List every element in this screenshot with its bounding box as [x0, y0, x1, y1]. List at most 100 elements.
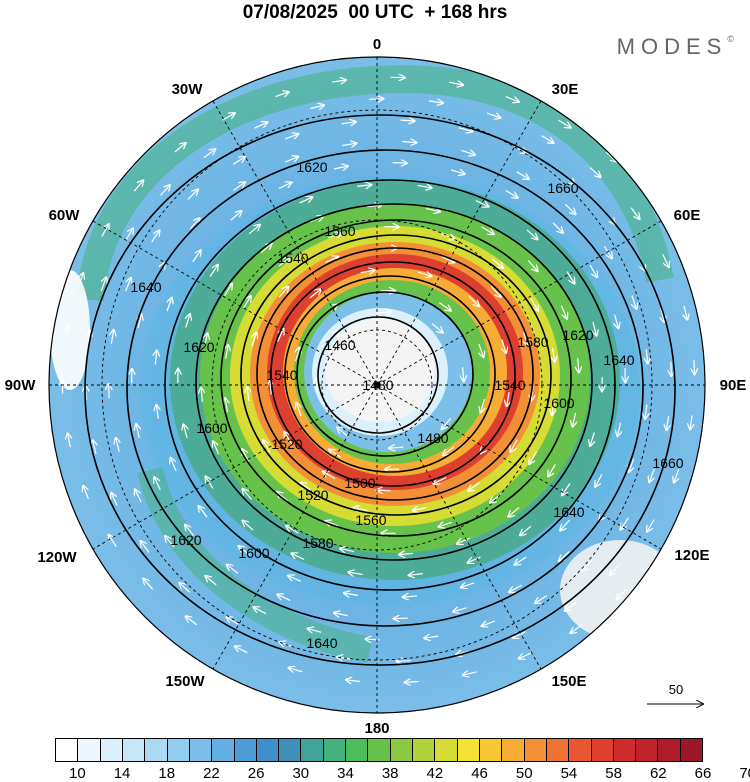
wind-arrow — [199, 506, 208, 518]
wind-arrow — [151, 231, 160, 243]
wind-arrow — [492, 258, 504, 268]
colorbar-tick-label: 66 — [694, 765, 712, 782]
wind-arrow — [93, 441, 96, 455]
colorbar-cell — [256, 739, 280, 761]
wind-arrow — [621, 517, 629, 530]
wind-arrow — [605, 151, 616, 161]
lon-label-120e: 120E — [674, 547, 709, 564]
wind-arrow — [284, 157, 298, 163]
colorbar-tick-label: 42 — [426, 765, 444, 782]
lon-label-150e: 150E — [551, 673, 586, 690]
colorbar-cell — [546, 739, 570, 761]
colorbar-cell — [569, 739, 592, 761]
colorbar-cell — [234, 739, 257, 761]
wind-arrow — [527, 260, 537, 272]
contour-label: 1600 — [196, 420, 227, 436]
colorbar-tick-label: 50 — [515, 765, 533, 782]
wind-arrow — [645, 404, 647, 419]
wind-arrow — [242, 296, 251, 309]
wind-arrow — [325, 257, 338, 263]
colorbar-tick-label: 58 — [605, 765, 622, 782]
colorbar-cell — [502, 739, 525, 761]
contour-label: 1520 — [297, 487, 328, 503]
wind-arrow — [590, 432, 594, 445]
wind-arrow — [694, 360, 695, 374]
colorbar-cell — [457, 739, 480, 761]
colorbar-cell — [100, 739, 123, 761]
wind-arrow — [425, 208, 440, 211]
wind-arrow — [277, 492, 288, 502]
colorbar-tick-label: 14 — [113, 765, 131, 782]
contour-label: 1480 — [417, 430, 448, 446]
contour-label: 1640 — [130, 279, 161, 295]
wind-arrow — [297, 403, 302, 417]
wind-arrow — [690, 415, 692, 429]
wind-arrow — [159, 185, 170, 196]
wind-arrow — [482, 621, 496, 626]
wind-arrow — [560, 519, 571, 530]
wind-arrow — [187, 190, 198, 200]
wind-arrow — [354, 508, 368, 511]
wind-arrow — [629, 458, 635, 472]
wind-arrow — [185, 525, 195, 537]
wind-arrow — [224, 284, 232, 297]
wind-arrow — [671, 361, 672, 376]
wind-arrow — [450, 170, 464, 174]
wind-arrow — [428, 101, 443, 103]
wind-arrow — [270, 381, 271, 395]
colorbar-tick-label: 34 — [337, 765, 354, 782]
wind-arrow — [424, 636, 439, 638]
colorbar-cell — [636, 739, 659, 761]
wind-arrow — [222, 113, 235, 121]
wind-arrow — [649, 468, 655, 482]
contour-label: 1620 — [296, 159, 327, 175]
colorbar-cell — [390, 739, 413, 761]
scale-vector-label: 50 — [668, 682, 684, 697]
wind-arrow — [463, 367, 464, 381]
wind-arrow — [301, 483, 313, 492]
wind-arrow — [235, 646, 248, 654]
wind-arrow — [349, 572, 363, 574]
wind-arrow — [243, 489, 253, 500]
lon-label-90e: 90E — [720, 377, 747, 394]
wind-arrow — [431, 323, 443, 333]
wind-arrow — [558, 119, 571, 127]
copyright-mark: © — [727, 34, 734, 44]
colorbar-tick-label: 38 — [381, 765, 399, 782]
wind-arrow — [277, 329, 284, 343]
colorbar-ticks: 10 14 18 22 26 30 34 38 42 46 50 54 58 62 66 70 — [55, 765, 750, 782]
contour-label: 1600 — [238, 545, 269, 561]
wind-arrow — [68, 434, 71, 448]
wind-arrow — [278, 287, 288, 298]
colorbar-tick-label: 18 — [158, 765, 176, 782]
wind-arrow — [360, 270, 375, 273]
wind-arrow — [344, 593, 358, 595]
wind-arrow — [277, 595, 291, 601]
wind-arrow — [399, 553, 414, 554]
wind-arrow — [342, 143, 356, 145]
map-title: 07/08/2025 00 UTC + 168 hrs — [242, 2, 508, 23]
wind-arrow — [252, 333, 256, 347]
wind-arrow — [227, 617, 239, 625]
wind-arrow — [101, 224, 109, 237]
wind-arrow — [439, 522, 453, 527]
wind-arrow — [685, 498, 692, 512]
wind-arrow — [409, 574, 423, 576]
wind-arrow — [88, 331, 90, 345]
contour-label: 1580 — [302, 535, 333, 551]
colorbar-tick-label: 54 — [560, 765, 578, 782]
wind-arrow — [239, 546, 250, 556]
wind-arrow — [505, 96, 519, 102]
colorbar-cell — [435, 739, 458, 761]
wind-arrow — [346, 680, 361, 682]
wind-arrow — [65, 326, 67, 340]
wind-arrow — [186, 616, 198, 626]
wind-arrow — [553, 347, 555, 362]
colorbar-cell — [301, 739, 324, 761]
wind-arrow — [505, 189, 518, 197]
colorbar-cell — [413, 739, 436, 761]
modes-logo: MODES© — [617, 34, 734, 60]
colorbar-cell — [368, 739, 391, 761]
wind-arrow — [516, 171, 529, 179]
